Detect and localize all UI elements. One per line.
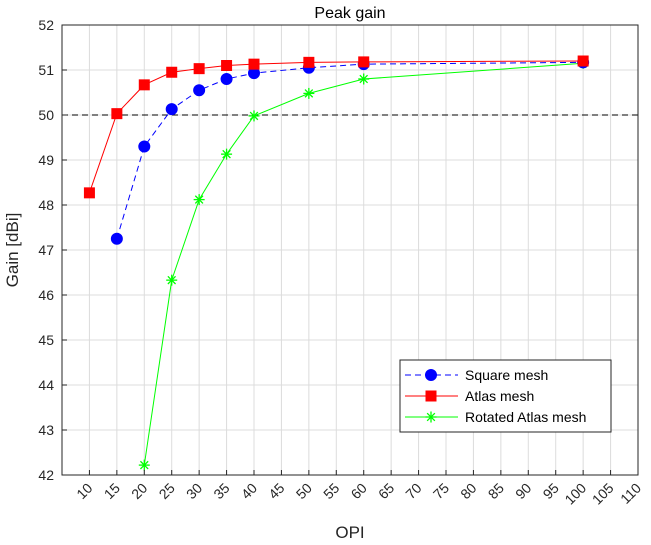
y-tick-label: 44 xyxy=(38,377,54,393)
data-point-circle xyxy=(193,84,206,97)
y-tick-label: 47 xyxy=(38,242,54,258)
data-point-square xyxy=(303,56,315,68)
data-point-square xyxy=(248,58,260,70)
data-point-asterisk xyxy=(193,194,205,206)
data-point-square xyxy=(138,79,150,91)
data-point-circle xyxy=(165,103,178,116)
data-point-circle xyxy=(110,232,123,245)
y-tick-label: 46 xyxy=(38,287,54,303)
series-layer xyxy=(83,55,590,471)
data-point-asterisk xyxy=(303,87,315,99)
legend-label: Rotated Atlas mesh xyxy=(465,409,586,425)
data-point-square xyxy=(166,66,178,78)
y-tick-label: 50 xyxy=(38,107,54,123)
data-point-asterisk xyxy=(166,274,178,286)
data-point-square xyxy=(425,390,437,402)
y-tick-label: 42 xyxy=(38,467,54,483)
data-point-asterisk xyxy=(248,110,260,122)
data-point-circle xyxy=(138,140,151,153)
data-point-square xyxy=(577,55,589,67)
y-tick-label: 49 xyxy=(38,152,54,168)
x-axis-title: OPI xyxy=(335,523,364,542)
y-tick-label: 48 xyxy=(38,197,54,213)
y-axis-title: Gain [dBi] xyxy=(3,213,22,288)
data-point-asterisk xyxy=(138,459,150,471)
data-point-asterisk xyxy=(425,411,437,423)
data-point-asterisk xyxy=(221,148,233,160)
data-point-square xyxy=(83,187,95,199)
legend-label: Square mesh xyxy=(465,367,548,383)
series-line xyxy=(88,60,584,194)
series-atlas-mesh xyxy=(83,55,589,199)
series-line xyxy=(143,62,584,466)
data-point-square xyxy=(111,108,123,120)
data-point-square xyxy=(358,56,370,68)
y-tick-label: 52 xyxy=(38,17,54,33)
chart-title: Peak gain xyxy=(314,5,385,22)
legend: Square mesh Atlas mesh Rotated Atlas mesh xyxy=(399,359,612,433)
legend-label: Atlas mesh xyxy=(465,388,534,404)
data-point-asterisk xyxy=(358,73,370,85)
y-tick-label: 51 xyxy=(38,62,54,78)
data-point-square xyxy=(221,60,233,71)
legend-item: Square mesh xyxy=(405,367,548,383)
y-tick-label: 43 xyxy=(38,422,54,438)
legend-item: Rotated Atlas mesh xyxy=(405,409,586,425)
data-point-circle xyxy=(220,73,233,85)
data-point-square xyxy=(193,63,205,75)
legend-item: Atlas mesh xyxy=(405,388,534,404)
y-tick-label: 45 xyxy=(38,332,54,348)
data-point-circle xyxy=(425,369,437,381)
